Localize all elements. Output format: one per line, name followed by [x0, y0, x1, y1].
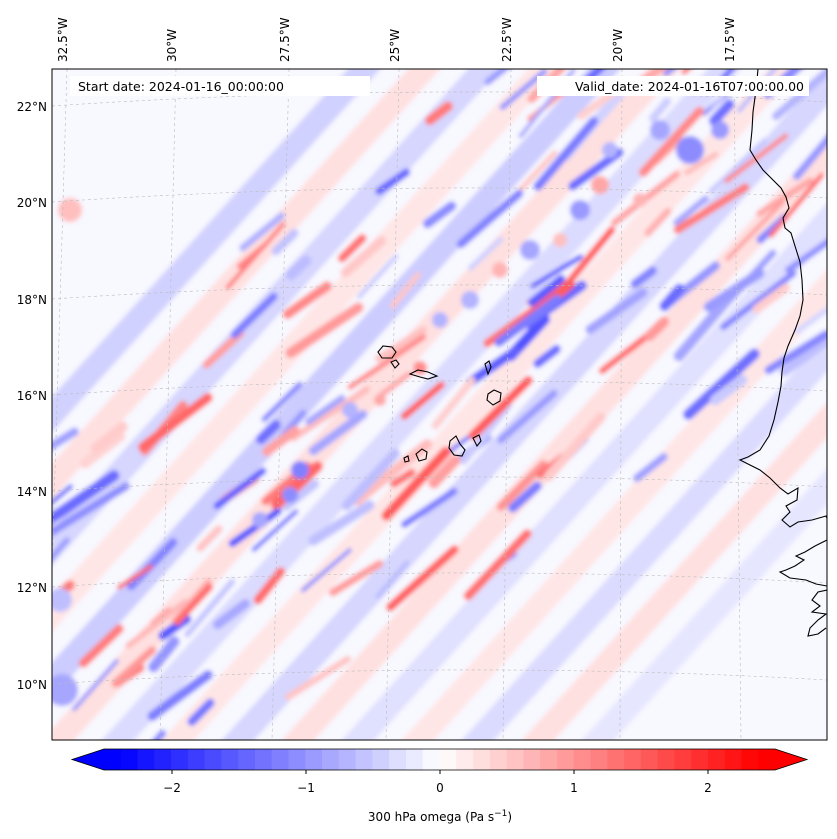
lat-label-10n: 10°N: [17, 678, 47, 692]
africa-coastline-south: [807, 589, 827, 637]
island-sao-vicente: [390, 359, 400, 369]
colorbar-outline: [70, 748, 809, 771]
island-boa-vista: [486, 389, 502, 406]
island-fogo: [415, 448, 428, 462]
colorbar-extend-min: [72, 749, 104, 770]
lon-label-22-5w: 22.5°W: [500, 17, 514, 62]
colorbar-extend-max: [775, 749, 807, 770]
colorbar-tick-neg2: −2: [163, 781, 181, 795]
longitude-labels: 32.5°W 30°W 27.5°W 25°W 22.5°W 20°W 17.5…: [56, 17, 737, 62]
africa-coastline: [738, 69, 827, 587]
lon-label-17-5w: 17.5°W: [723, 17, 737, 62]
valid-date-annotation: Valid_date: 2024-01-16T07:00:00.00: [537, 76, 809, 96]
colorbar-tick-neg1: −1: [297, 781, 315, 795]
valid-date-text: Valid_date: 2024-01-16T07:00:00.00: [575, 79, 804, 94]
graticule: [52, 69, 827, 740]
lat-label-22n: 22°N: [17, 100, 47, 114]
island-sal: [484, 360, 492, 376]
map-frame: [51, 68, 828, 741]
lat-label-20n: 20°N: [17, 196, 47, 210]
colorbar: −2 −1 0 1 2 300 hPa omega (Pa s−1): [70, 748, 809, 824]
island-brava: [403, 455, 410, 463]
start-date-annotation: Start date: 2024-01-16_00:00:00: [70, 76, 370, 96]
lon-label-25w: 25°W: [388, 29, 402, 62]
lon-label-27-5w: 27.5°W: [278, 17, 292, 62]
colorbar-label: 300 hPa omega (Pa s−1): [368, 809, 512, 824]
lon-label-30w: 30°W: [165, 29, 179, 62]
lat-label-12n: 12°N: [17, 581, 47, 595]
colorbar-tick-1: 1: [570, 781, 578, 795]
colorbar-tick-0: 0: [436, 781, 444, 795]
island-maio: [472, 434, 482, 448]
start-date-text: Start date: 2024-01-16_00:00:00: [78, 79, 284, 94]
latitude-labels: 22°N 20°N 18°N 16°N 14°N 12°N 10°N: [17, 100, 47, 692]
lat-label-14n: 14°N: [17, 485, 47, 499]
island-santiago: [448, 435, 466, 457]
colorbar-tick-2: 2: [704, 781, 712, 795]
colorbar-ticks: [171, 770, 709, 774]
lon-label-20w: 20°W: [611, 29, 625, 62]
lat-label-18n: 18°N: [17, 293, 47, 307]
colorbar-segments: [104, 749, 776, 770]
lon-label-32-5w: 32.5°W: [56, 17, 70, 62]
island-sao-nicolau: [408, 369, 439, 380]
lat-label-16n: 16°N: [17, 389, 47, 403]
island-santo-antao: [377, 345, 397, 359]
coastlines: [377, 69, 827, 637]
